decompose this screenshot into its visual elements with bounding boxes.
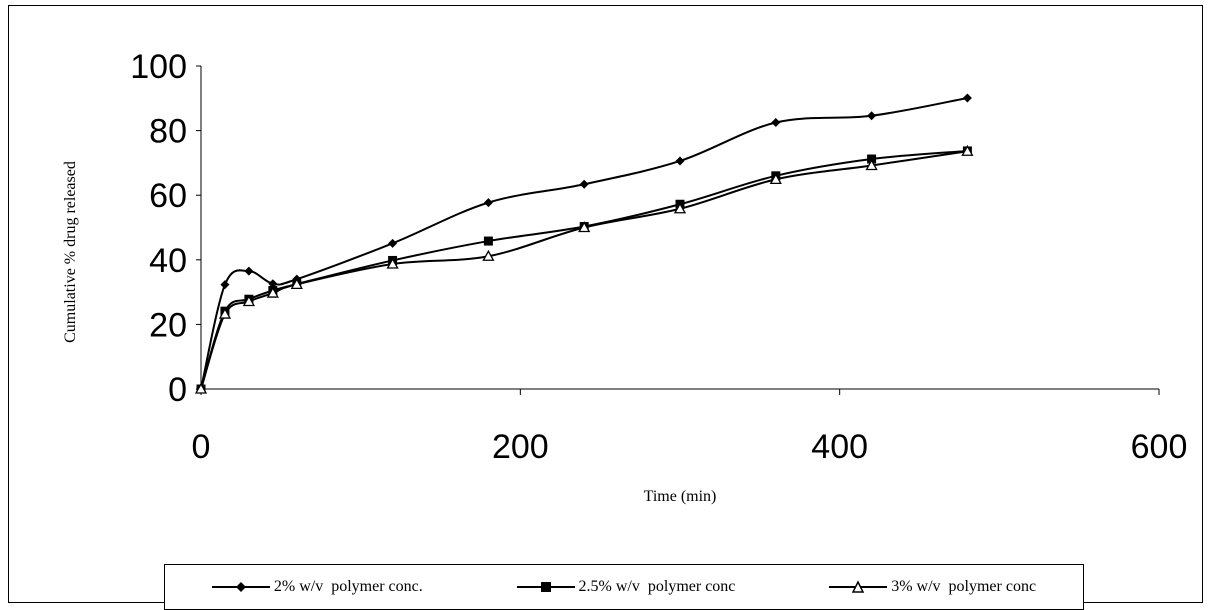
y-axis-label: Cumulative % drug released (62, 161, 79, 343)
x-axis-label: Time (min) (644, 488, 717, 505)
y-tick-label: 40 (149, 242, 187, 280)
data-point-triangle (290, 278, 303, 289)
legend-label-3pct: 3% w/v polymer conc (891, 578, 1037, 595)
x-tick-labels: 0 200 400 600 (192, 428, 1188, 466)
series-3 (194, 144, 974, 394)
legend-marker-triangle-icon (829, 580, 888, 593)
data-point-triangle (386, 257, 399, 269)
y-tick-label: 100 (130, 48, 187, 86)
data-point-triangle (266, 286, 279, 298)
legend-marker-square-icon (516, 582, 575, 592)
data-point-triangle (242, 295, 256, 307)
data-point-triangle (194, 382, 208, 394)
data-point-diamond (962, 93, 972, 103)
legend-item-2pct: 2% w/v polymer conc. (211, 578, 423, 596)
y-tick-label: 60 (149, 177, 187, 215)
data-point-triangle (673, 202, 687, 214)
data-point-triangle (218, 307, 232, 319)
data-point-diamond (244, 266, 254, 276)
data-point-diamond (483, 198, 493, 208)
data-point-triangle (482, 249, 495, 261)
legend-label-2pct: 2% w/v polymer conc. (273, 578, 423, 595)
data-point-diamond (771, 118, 781, 128)
x-tick-label: 200 (492, 428, 549, 466)
legend: 2% w/v polymer conc. 2.5% w/v polymer co… (164, 564, 1084, 610)
data-point-square (867, 154, 877, 164)
series-line-1 (200, 96, 968, 390)
data-point-triangle (865, 159, 878, 171)
data-point-diamond (675, 156, 685, 166)
data-point-triangle (578, 221, 591, 233)
x-tick-label: 400 (811, 428, 868, 466)
data-point-diamond (579, 179, 589, 189)
x-tick-label: 600 (1131, 428, 1188, 466)
data-point-diamond (220, 280, 230, 290)
x-tick-label: 0 (192, 428, 211, 466)
legend-item-2-5pct: 2.5% w/v polymer conc (516, 578, 736, 596)
data-point-diamond (268, 279, 278, 289)
legend-label-2-5pct: 2.5% w/v polymer conc (578, 578, 736, 595)
y-tick-label: 0 (168, 371, 187, 409)
chart-frame: 0 20 40 60 80 100 0 200 400 600 Cumulative % dru… (8, 5, 1203, 610)
line-chart: 0 20 40 60 80 100 0 200 400 600 Cumulative % dru… (62, 48, 1188, 505)
data-point-diamond (867, 111, 877, 121)
data-point-square (483, 236, 493, 246)
series-1 (196, 93, 972, 394)
y-tick-labels: 0 20 40 60 80 100 (130, 48, 187, 409)
legend-marker-diamond-icon (211, 582, 270, 592)
data-point-triangle (769, 173, 782, 185)
y-tick-label: 20 (149, 306, 187, 344)
data-point-diamond (388, 238, 398, 248)
legend-item-3pct: 3% w/v polymer conc (829, 578, 1036, 596)
y-tick-label: 80 (149, 113, 187, 151)
data-point-triangle (961, 144, 974, 156)
series-layer (194, 93, 974, 394)
axes (196, 65, 1160, 395)
